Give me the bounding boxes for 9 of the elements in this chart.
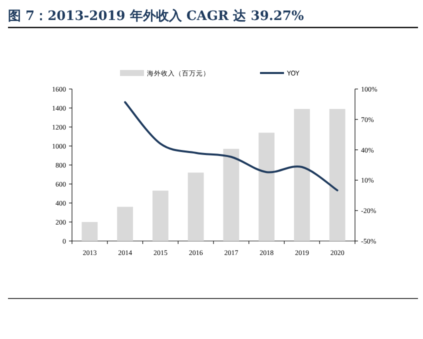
chart-title: 图 7：2013-2019 年外收入 CAGR 达 39.27% — [8, 8, 304, 24]
bar — [294, 108, 310, 241]
bar — [188, 172, 204, 241]
bar — [82, 222, 98, 241]
bar — [152, 190, 168, 241]
bar — [329, 108, 346, 241]
bar — [223, 148, 240, 241]
bar — [117, 206, 134, 241]
bar — [258, 132, 275, 241]
